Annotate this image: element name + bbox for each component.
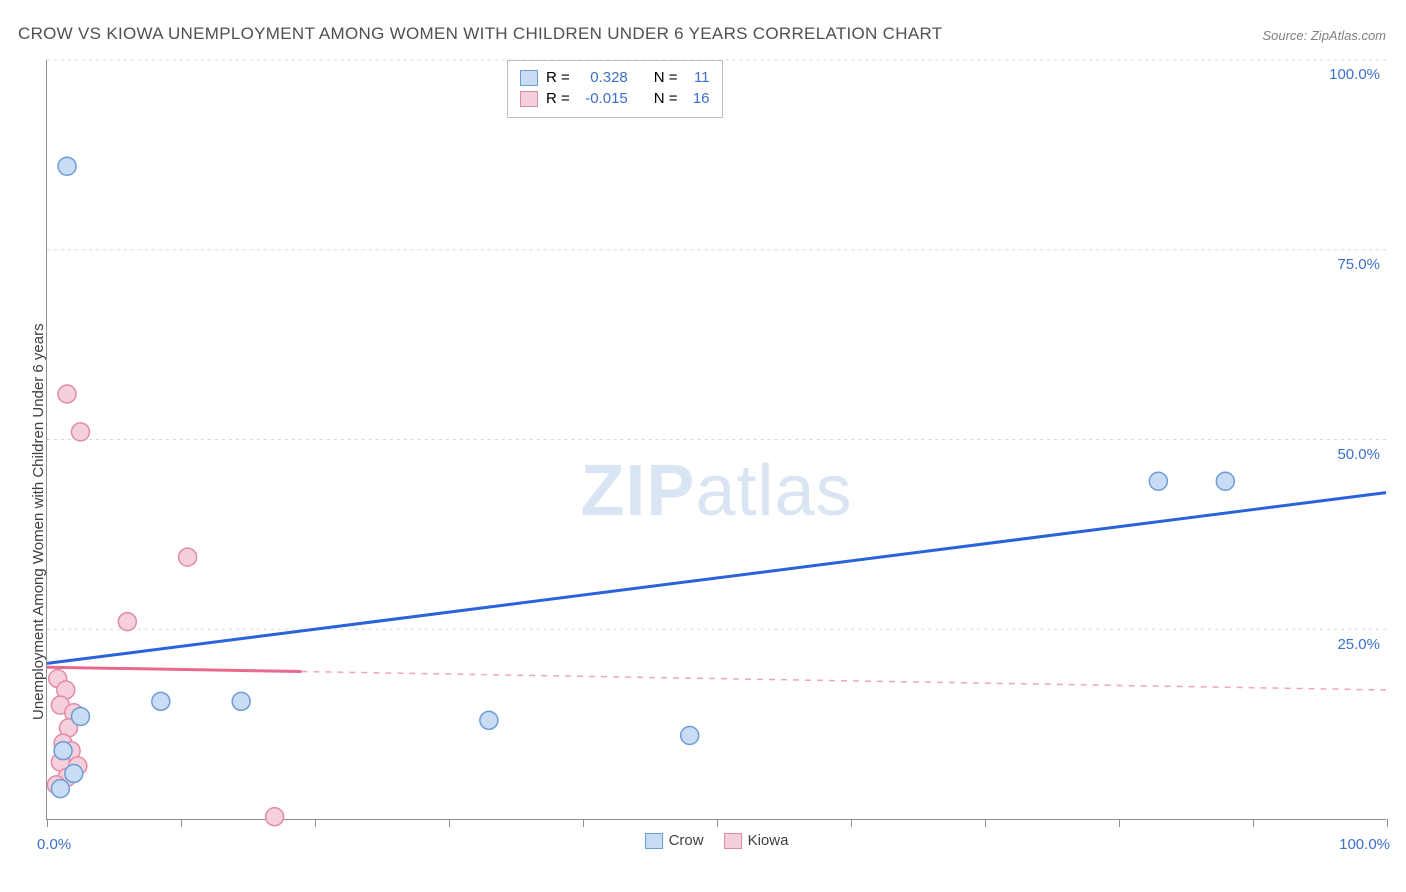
legend-crow-label: Crow bbox=[669, 832, 704, 849]
crow-point bbox=[1149, 472, 1167, 490]
y-tick-label: 50.0% bbox=[1337, 446, 1380, 463]
legend-kiowa-label: Kiowa bbox=[748, 832, 789, 849]
stats-r-crow: 0.328 bbox=[578, 69, 628, 86]
plot-area: ZIPatlas R = 0.328 N = 11 R = -0.015 N =… bbox=[46, 60, 1386, 820]
stats-n-label: N = bbox=[654, 90, 678, 107]
crow-swatch bbox=[520, 70, 538, 86]
crow-point bbox=[152, 692, 170, 710]
x-tick bbox=[47, 819, 48, 827]
x-tick bbox=[449, 819, 450, 827]
x-tick bbox=[315, 819, 316, 827]
crow-point bbox=[65, 764, 83, 782]
kiowa-point bbox=[118, 613, 136, 631]
stats-r-kiowa: -0.015 bbox=[578, 90, 628, 107]
kiowa-point bbox=[179, 548, 197, 566]
x-tick bbox=[1253, 819, 1254, 827]
legend-item-crow: Crow bbox=[645, 832, 704, 849]
chart-title: CROW VS KIOWA UNEMPLOYMENT AMONG WOMEN W… bbox=[18, 24, 942, 44]
chart-svg bbox=[47, 60, 1386, 819]
stats-r-label: R = bbox=[546, 90, 570, 107]
x-tick bbox=[181, 819, 182, 827]
stats-r-label: R = bbox=[546, 69, 570, 86]
crow-point bbox=[58, 157, 76, 175]
y-tick-label: 75.0% bbox=[1337, 256, 1380, 273]
crow-point bbox=[232, 692, 250, 710]
y-tick-label: 100.0% bbox=[1329, 66, 1380, 83]
stats-n-kiowa: 16 bbox=[686, 90, 710, 107]
y-axis-label: Unemployment Among Women with Children U… bbox=[30, 323, 47, 720]
stats-row-crow: R = 0.328 N = 11 bbox=[520, 67, 710, 88]
crow-point bbox=[71, 708, 89, 726]
kiowa-swatch bbox=[520, 91, 538, 107]
crow-swatch-icon bbox=[645, 833, 663, 849]
stats-n-crow: 11 bbox=[686, 69, 710, 86]
legend-bottom: Crow Kiowa bbox=[645, 832, 789, 849]
crow-point bbox=[480, 711, 498, 729]
kiowa-point bbox=[58, 385, 76, 403]
x-tick bbox=[1119, 819, 1120, 827]
crow-point bbox=[1216, 472, 1234, 490]
x-origin-label: 0.0% bbox=[37, 836, 71, 853]
x-end-label: 100.0% bbox=[1339, 836, 1390, 853]
kiowa-point bbox=[71, 423, 89, 441]
kiowa-point bbox=[266, 808, 284, 826]
x-tick bbox=[583, 819, 584, 827]
crow-point bbox=[54, 742, 72, 760]
x-tick bbox=[851, 819, 852, 827]
y-tick-label: 25.0% bbox=[1337, 636, 1380, 653]
legend-item-kiowa: Kiowa bbox=[724, 832, 789, 849]
stats-legend-box: R = 0.328 N = 11 R = -0.015 N = 16 bbox=[507, 60, 723, 118]
source-attribution: Source: ZipAtlas.com bbox=[1262, 28, 1386, 43]
crow-point bbox=[51, 780, 69, 798]
stats-n-label: N = bbox=[654, 69, 678, 86]
stats-row-kiowa: R = -0.015 N = 16 bbox=[520, 88, 710, 109]
x-tick bbox=[985, 819, 986, 827]
crow-point bbox=[681, 727, 699, 745]
x-tick bbox=[1387, 819, 1388, 827]
x-tick bbox=[717, 819, 718, 827]
kiowa-swatch-icon bbox=[724, 833, 742, 849]
